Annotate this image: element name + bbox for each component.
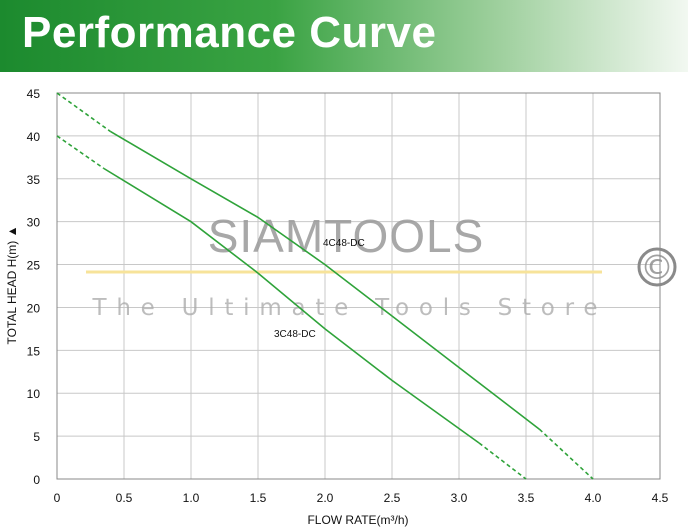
chart-grid [56, 92, 661, 480]
series-4c48-dc-curve [110, 130, 540, 430]
copyright-icon [637, 247, 677, 287]
y-axis-label: TOTAL HEAD H(m) ▲ [5, 226, 19, 345]
x-tick-label: 1.0 [183, 491, 200, 505]
y-tick-label: 35 [27, 173, 41, 187]
watermark-tagline: The Ultimate Tools Store [92, 295, 598, 321]
watermark-brand: SIAMTOOLS [208, 210, 485, 262]
series-4c48-dc-end [538, 428, 594, 480]
y-tick-label: 25 [27, 259, 41, 273]
y-tick-label: 20 [27, 301, 41, 315]
y-axis-ticks: 0 5 10 15 20 25 30 35 40 45 [27, 87, 41, 487]
y-tick-label: 45 [27, 87, 41, 101]
series-layer [56, 92, 594, 480]
x-tick-label: 0.5 [116, 491, 133, 505]
series-3c48-dc-start [56, 135, 105, 170]
y-tick-label: 40 [27, 130, 41, 144]
x-axis-ticks: 0 0.5 1.0 1.5 2.0 2.5 3.0 3.5 4.0 4.5 [54, 491, 669, 505]
title-banner: Performance Curve [0, 0, 688, 72]
x-tick-label: 3.5 [518, 491, 535, 505]
series-3c48-dc-end [478, 442, 527, 480]
y-tick-label: 15 [27, 344, 41, 358]
x-tick-label: 4.5 [652, 491, 669, 505]
y-tick-label: 0 [33, 473, 40, 487]
series-label-4c48-dc: 4C48-DC [323, 238, 365, 249]
x-tick-label: 4.0 [585, 491, 602, 505]
plot-frame [56, 92, 661, 480]
x-tick-label: 1.5 [250, 491, 267, 505]
x-tick-label: 2.0 [317, 491, 334, 505]
page-title: Performance Curve [22, 8, 437, 57]
x-tick-label: 3.0 [451, 491, 468, 505]
series-label-3c48-dc: 3C48-DC [274, 329, 316, 340]
y-tick-label: 30 [27, 216, 41, 230]
y-tick-label: 10 [27, 387, 41, 401]
y-tick-label: 5 [33, 430, 40, 444]
x-axis-label: FLOW RATE(m³/h) [307, 513, 408, 527]
series-3c48-dc-curve [103, 167, 480, 444]
x-tick-label: 0 [54, 491, 61, 505]
series-4c48-dc-start [56, 92, 112, 133]
copyright-symbol: © [640, 248, 674, 288]
x-tick-label: 2.5 [384, 491, 401, 505]
